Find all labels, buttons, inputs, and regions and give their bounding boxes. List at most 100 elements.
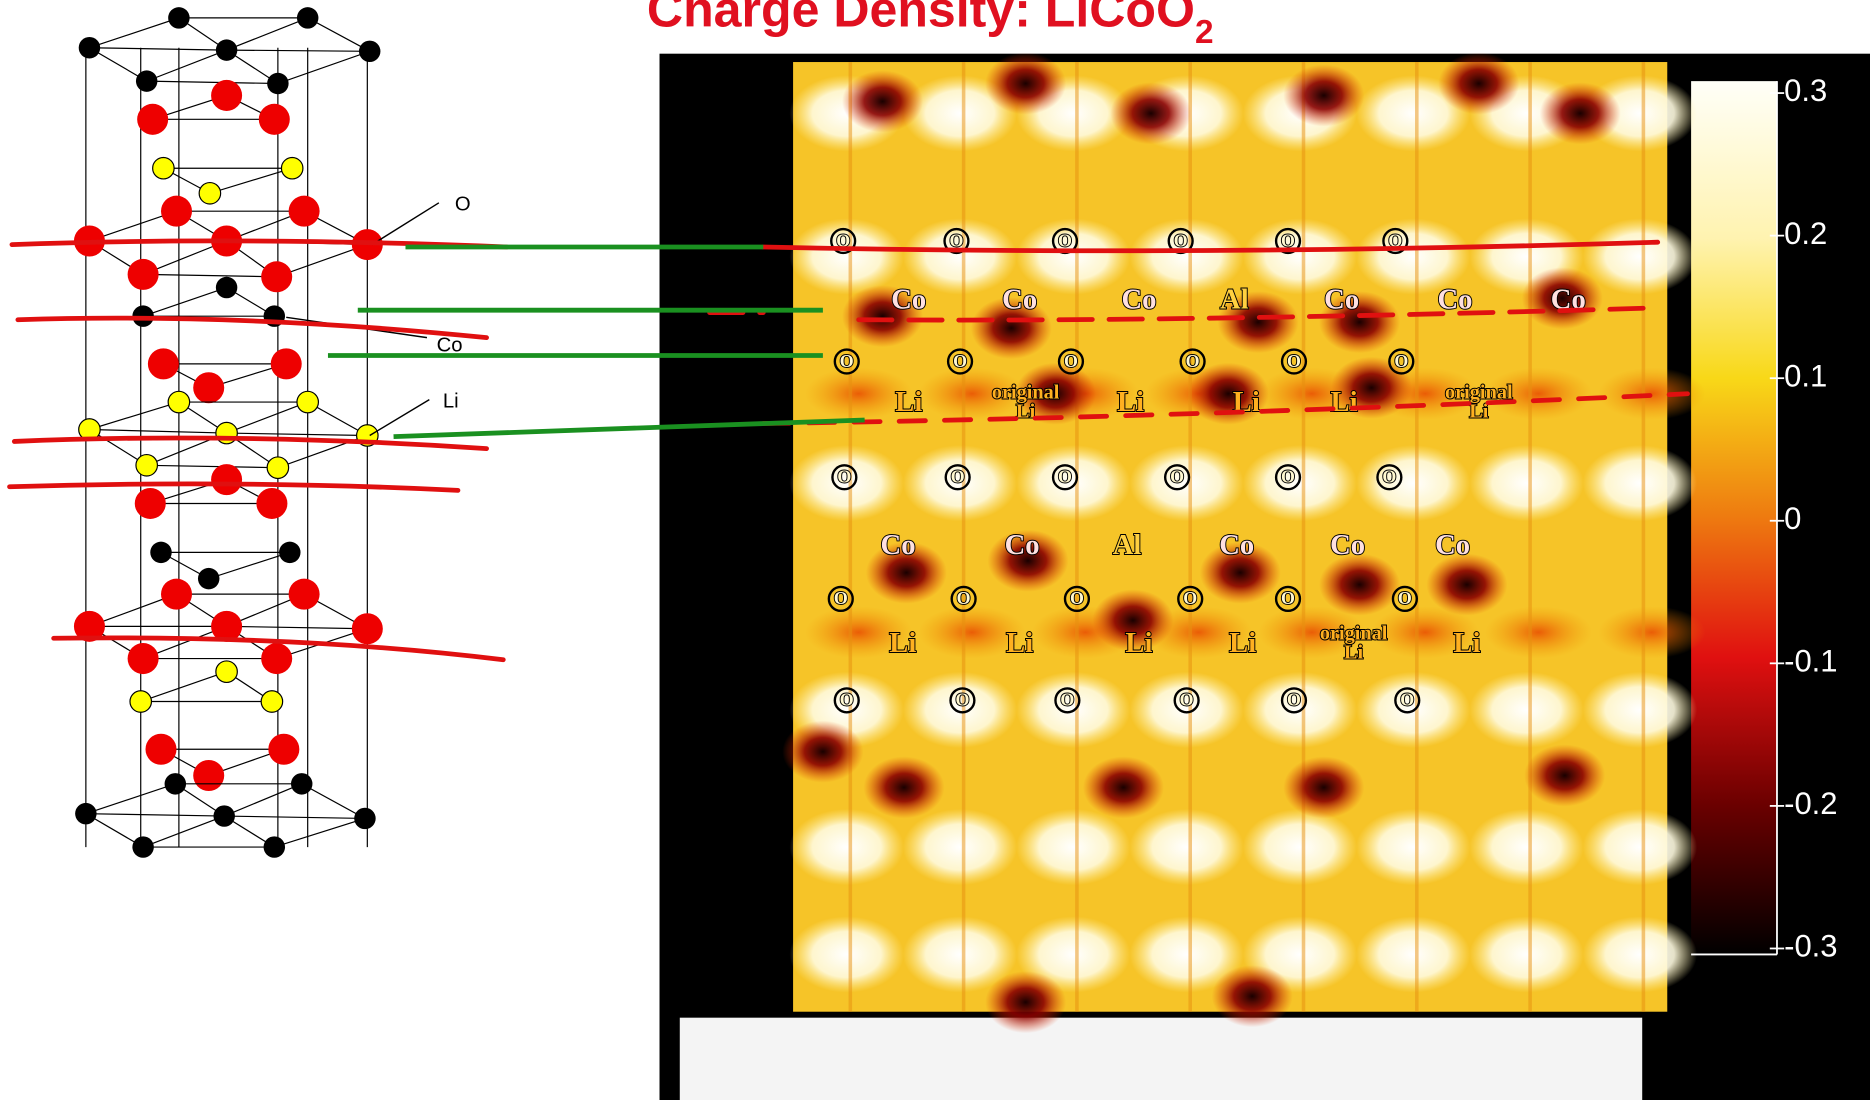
- atom-label: Co: [1324, 283, 1359, 315]
- atom: [161, 196, 192, 227]
- bright-region: [1583, 445, 1697, 521]
- atom: [150, 542, 171, 563]
- orange-region: [1598, 606, 1705, 658]
- atom-label: O: [951, 467, 965, 487]
- slide: OOOOOOCoCoCoAlCoCoCoOOOOOOLioriginalLiLi…: [0, 0, 1870, 1100]
- atom-label: Co: [1437, 283, 1472, 315]
- atom: [193, 760, 224, 791]
- atom: [168, 7, 189, 28]
- atom-label: Li: [1006, 627, 1033, 659]
- atom: [359, 41, 380, 62]
- bright-region: [1129, 672, 1243, 748]
- atom: [199, 183, 220, 204]
- atom: [261, 261, 292, 292]
- dark-region: [1083, 756, 1164, 818]
- atom-label: Li: [1016, 400, 1036, 422]
- colorbar-tick-label: -0.2: [1784, 786, 1837, 821]
- structure-label: O: [455, 194, 471, 216]
- bright-region: [1469, 916, 1583, 992]
- atom: [271, 348, 302, 379]
- atom: [297, 391, 318, 412]
- atom-label: O: [1170, 467, 1184, 487]
- atom-label: O: [1281, 467, 1295, 487]
- atom-label: Co: [881, 529, 916, 561]
- colorbar-tick-label: 0.1: [1784, 358, 1827, 393]
- title-subscript: 2: [1195, 14, 1214, 51]
- atom-label: Co: [1435, 529, 1470, 561]
- bright-region: [790, 809, 904, 885]
- atom: [289, 196, 320, 227]
- bright-region: [1583, 672, 1697, 748]
- atom-label: Li: [895, 386, 922, 418]
- bright-region: [1356, 809, 1470, 885]
- atom: [137, 104, 168, 135]
- atom-label: Co: [891, 283, 926, 315]
- colorbar-tick-label: -0.3: [1784, 929, 1837, 964]
- caption-box: [680, 1018, 1642, 1100]
- bright-region: [1583, 218, 1697, 294]
- dark-region: [1426, 554, 1507, 616]
- atom-label: O: [953, 351, 967, 371]
- atom: [354, 808, 375, 829]
- atom-label: Li: [1229, 627, 1256, 659]
- atom: [128, 259, 159, 290]
- atom-label: Co: [1002, 283, 1037, 315]
- atom-label: O: [1281, 230, 1295, 250]
- atom: [145, 734, 176, 765]
- atom-label: O: [957, 588, 971, 608]
- bright-region: [1243, 445, 1357, 521]
- atom: [279, 542, 300, 563]
- atom-label: Al: [1220, 283, 1249, 315]
- bright-region: [1016, 445, 1130, 521]
- atom: [135, 488, 166, 519]
- dark-region: [985, 52, 1066, 114]
- atom: [165, 773, 186, 794]
- atom: [297, 7, 318, 28]
- bright-region: [1469, 445, 1583, 521]
- atom: [211, 80, 242, 111]
- dark-region: [1283, 756, 1364, 818]
- atom: [289, 579, 320, 610]
- atom: [267, 73, 288, 94]
- atom: [132, 836, 153, 857]
- atom: [136, 70, 157, 91]
- structure-label: Co: [437, 334, 463, 356]
- dark-region: [1110, 82, 1191, 144]
- bright-region: [1016, 809, 1130, 885]
- atom: [291, 773, 312, 794]
- dark-region: [1319, 554, 1400, 616]
- atom-label: O: [950, 230, 964, 250]
- bright-region: [1129, 809, 1243, 885]
- atom: [268, 734, 299, 765]
- bright-region: [903, 809, 1017, 885]
- atom-label: O: [1394, 351, 1408, 371]
- bright-region: [1356, 445, 1470, 521]
- atom-label: Co: [1005, 529, 1040, 561]
- colorbar-tick-label: 0.3: [1784, 73, 1827, 108]
- atom: [267, 457, 288, 478]
- dark-region: [1283, 64, 1364, 126]
- dark-region: [782, 721, 863, 783]
- bright-region: [1583, 809, 1697, 885]
- bright-region: [903, 672, 1017, 748]
- atom-label: O: [1174, 230, 1188, 250]
- bright-region: [1583, 916, 1697, 992]
- atom: [130, 691, 151, 712]
- atom-label: O: [834, 588, 848, 608]
- atom-label: O: [1058, 467, 1072, 487]
- atom: [128, 643, 159, 674]
- bright-region: [1243, 809, 1357, 885]
- structure-label: Li: [443, 390, 459, 412]
- atom: [281, 157, 302, 178]
- atom-label: O: [1180, 690, 1194, 710]
- atom: [198, 568, 219, 589]
- dark-region: [842, 70, 923, 132]
- atom-label: O: [1287, 351, 1301, 371]
- atom-label: O: [840, 351, 854, 371]
- page: OOOOOOCoCoCoAlCoCoCoOOOOOOLioriginalLiLi…: [0, 0, 1870, 1100]
- atom: [153, 157, 174, 178]
- orange-region: [1485, 606, 1592, 658]
- atom-label: O: [955, 690, 969, 710]
- dark-region: [985, 971, 1066, 1033]
- colorbar-tick-label: -0.1: [1784, 644, 1837, 679]
